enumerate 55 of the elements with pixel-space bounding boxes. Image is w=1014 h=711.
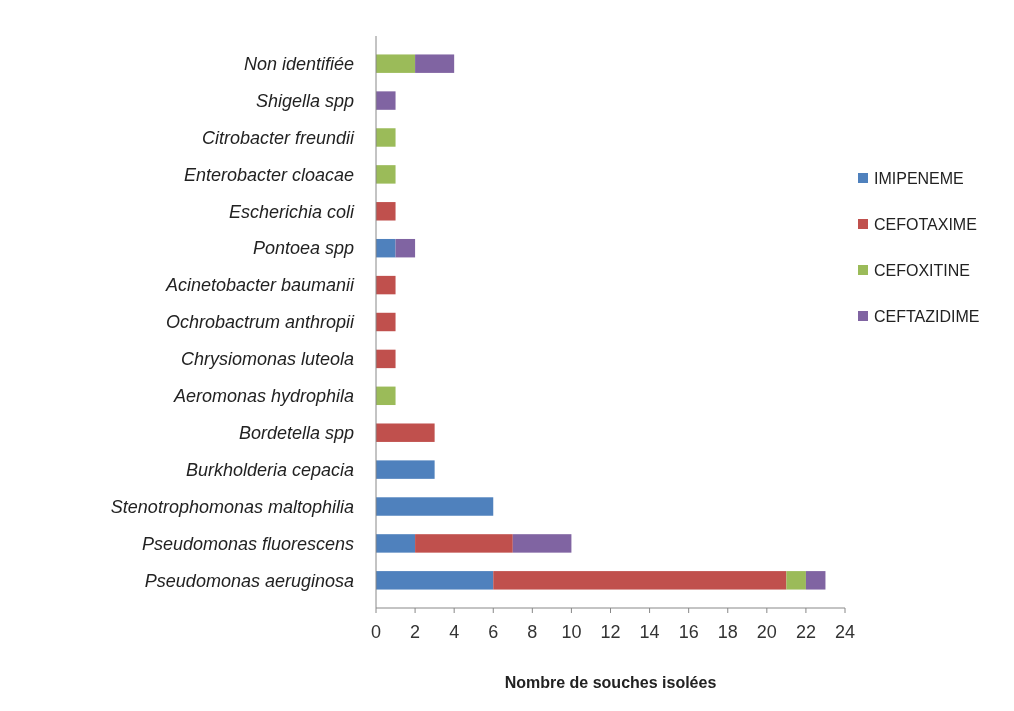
bar [415,54,455,73]
bar [376,460,435,479]
y-tick-label: Pontoea spp [252,238,354,259]
legend-label: IMIPENEME [874,169,964,187]
x-tick-label: 16 [678,622,699,642]
y-tick-label: Non identifiée [243,53,354,74]
bar [415,534,513,553]
legend-label: CEFOTAXIME [874,215,977,233]
bar [376,571,494,590]
bar [376,91,396,110]
bar [376,386,396,406]
x-tick-label: 18 [717,622,738,642]
bar [786,571,806,590]
bar [512,534,572,553]
bar [376,238,396,258]
y-tick-label: Aeromonas hydrophila [172,386,354,407]
y-tick-label: Bordetella spp [238,423,354,444]
legend-label: CEFTAZIDIME [874,307,980,325]
x-tick-label: 4 [449,622,460,642]
bar [376,202,396,221]
y-tick-label: Enterobacter cloacae [183,164,354,185]
x-tick-label: 0 [370,622,382,642]
x-tick-label: 10 [561,622,582,642]
x-tick-label: 22 [795,622,816,642]
y-tick-label: Chrysiomonas luteola [180,349,354,370]
x-tick-label: 8 [527,622,538,642]
x-tick-label: 2 [410,622,421,642]
bar [493,571,787,590]
y-tick-label: Ochrobactrum anthropii [165,312,355,333]
bar [376,54,416,73]
x-axis-title: Nombre de souches isolées [504,674,717,691]
y-tick-label: Citrobacter freundii [201,127,355,148]
y-tick-label: Pseudomonas aeruginosa [144,570,354,591]
bar [805,571,826,590]
legend-label: CEFOXITINE [874,261,971,279]
bar [376,128,396,147]
x-tick-label: 24 [834,622,856,642]
bar [395,238,416,258]
bar [376,349,396,369]
y-tick-label: Escherichia coli [228,201,355,222]
y-tick-label: Shigella spp [255,90,354,111]
bar [376,497,494,516]
bar [376,165,396,184]
x-tick-label: 14 [639,622,660,642]
y-tick-label: Burkholderia cepacia [185,459,354,480]
y-tick-label: Stenotrophomonas maltophilia [110,496,354,517]
bar [376,275,396,295]
bar [376,534,416,553]
x-tick-label: 12 [600,622,621,642]
x-tick-label: 6 [488,622,499,642]
x-tick-label: 20 [756,622,777,642]
bar [376,423,435,442]
y-tick-label: Pseudomonas fluorescens [141,533,354,554]
bar [376,312,396,332]
y-tick-label: Acinetobacter baumanii [164,275,355,296]
